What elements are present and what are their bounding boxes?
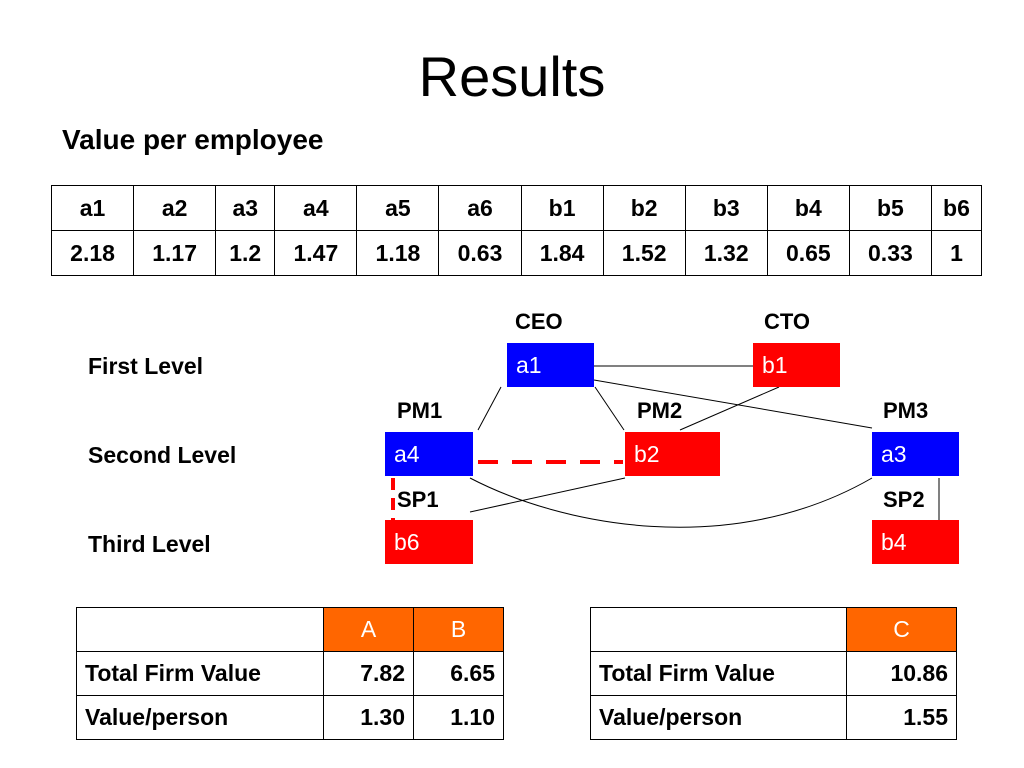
- table-header-row: a1 a2 a3 a4 a5 a6 b1 b2 b3 b4 b5 b6: [50, 185, 983, 231]
- firm-value-table-ab: A B Total Firm Value 7.82 6.65 Value/per…: [76, 607, 504, 740]
- table-row: Value/person 1.55: [590, 695, 957, 740]
- table-cell: 1: [930, 230, 983, 276]
- table-cell: 0.63: [438, 230, 522, 276]
- table-cell: 1.52: [602, 230, 686, 276]
- role-label-pm1: PM1: [397, 398, 443, 423]
- table-row: Total Firm Value 7.82 6.65: [76, 651, 504, 696]
- table-header-c: C: [846, 607, 957, 652]
- table-header-row: C: [590, 607, 957, 652]
- table-cell: 1.30: [323, 695, 414, 740]
- connector-a1-b2: [594, 386, 625, 431]
- table-cell: 2.18: [50, 230, 135, 276]
- table-cell: 1.18: [356, 230, 440, 276]
- node-a1: a1: [507, 343, 594, 387]
- firm-value-table-c: C Total Firm Value 10.86 Value/person 1.…: [590, 607, 957, 740]
- table-cell: 0.65: [766, 230, 850, 276]
- table-cell: b2: [602, 185, 686, 231]
- role-label-sp2: SP2: [883, 487, 925, 512]
- level-label-first: First Level: [88, 353, 204, 379]
- node-b4: b4: [872, 520, 959, 564]
- table-cell: a5: [356, 185, 440, 231]
- table-header-row: A B: [76, 607, 504, 652]
- node-b6: b6: [385, 520, 473, 564]
- table-cell: 6.65: [413, 651, 504, 696]
- table-cell: a6: [438, 185, 522, 231]
- role-label-pm2: PM2: [637, 398, 683, 423]
- table-cell: Value/person: [590, 695, 847, 740]
- value-per-employee-table: a1 a2 a3 a4 a5 a6 b1 b2 b3 b4 b5 b6 2.18…: [50, 185, 983, 276]
- connector-a4-a3-curve: [469, 477, 873, 528]
- table-cell: 1.17: [133, 230, 217, 276]
- role-label-cto: CTO: [764, 309, 811, 334]
- table-cell: b3: [684, 185, 768, 231]
- connector-b1-b2: [679, 386, 780, 431]
- table-header-a: A: [323, 607, 414, 652]
- level-label-third: Third Level: [88, 531, 211, 557]
- table-cell: 1.47: [274, 230, 358, 276]
- table-cell: a3: [215, 185, 276, 231]
- subtitle: Value per employee: [62, 124, 324, 155]
- table-cell: [590, 607, 847, 652]
- table-row: Total Firm Value 10.86: [590, 651, 957, 696]
- table-cell: Value/person: [76, 695, 324, 740]
- level-label-second: Second Level: [88, 442, 237, 468]
- table-cell: 10.86: [846, 651, 957, 696]
- table-cell: 1.32: [684, 230, 768, 276]
- table-cell: b5: [848, 185, 932, 231]
- table-row: Value/person 1.30 1.10: [76, 695, 504, 740]
- page-title: Results: [418, 45, 606, 108]
- role-label-pm3: PM3: [883, 398, 929, 423]
- table-cell: a1: [50, 185, 135, 231]
- node-b2: b2: [625, 432, 720, 476]
- connector-a1-a3: [593, 379, 873, 429]
- table-cell: 7.82: [323, 651, 414, 696]
- role-label-sp1: SP1: [397, 487, 439, 512]
- table-header-b: B: [413, 607, 504, 652]
- table-cell: 1.2: [215, 230, 276, 276]
- table-cell: [76, 607, 324, 652]
- table-row: 2.18 1.17 1.2 1.47 1.18 0.63 1.84 1.52 1…: [50, 230, 983, 276]
- connector-a1-a4: [477, 386, 502, 431]
- table-cell: Total Firm Value: [590, 651, 847, 696]
- table-cell: 0.33: [848, 230, 932, 276]
- table-cell: 1.10: [413, 695, 504, 740]
- role-label-ceo: CEO: [515, 309, 563, 334]
- node-a3: a3: [872, 432, 959, 476]
- node-a4: a4: [385, 432, 473, 476]
- table-cell: 1.55: [846, 695, 957, 740]
- node-b1: b1: [753, 343, 840, 387]
- connector-b2-b6: [469, 477, 626, 513]
- table-cell: Total Firm Value: [76, 651, 324, 696]
